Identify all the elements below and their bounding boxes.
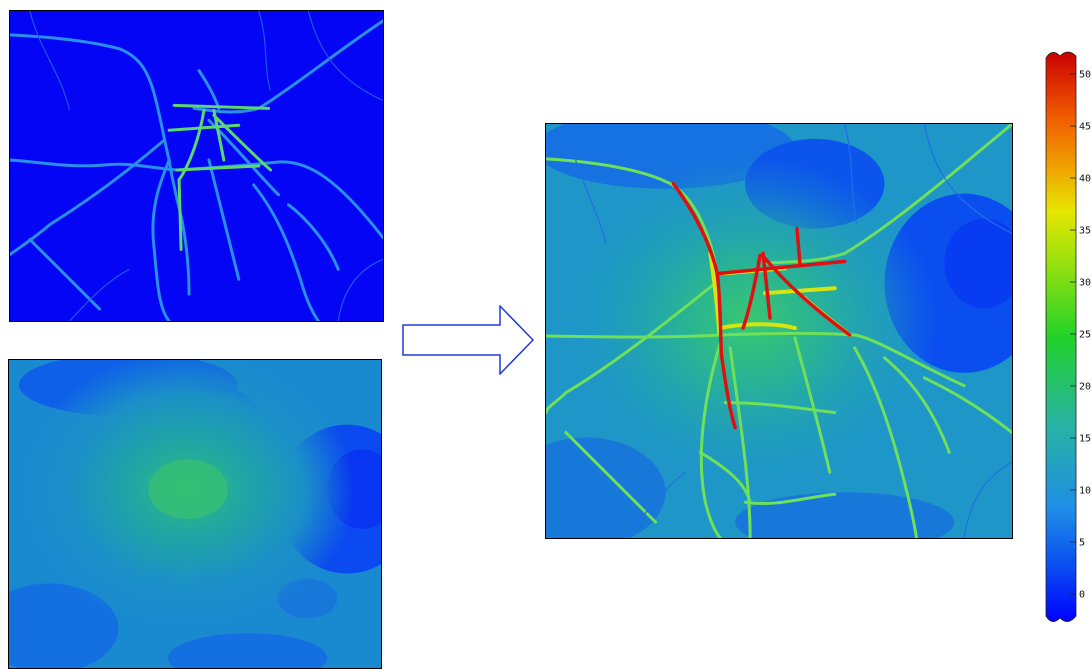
colorbar-tick-label: 25 bbox=[1079, 330, 1091, 341]
colorbar-tick-label: 30 bbox=[1079, 278, 1091, 289]
colorbar-tick-label: 20 bbox=[1079, 382, 1091, 393]
right-arrow-icon bbox=[402, 305, 534, 375]
background-concentration-map bbox=[8, 359, 382, 669]
colorbar-tick-label: 0 bbox=[1079, 590, 1085, 601]
colorbar-tick-label: 5 bbox=[1079, 538, 1085, 549]
colorbar-tick-label: 50 bbox=[1079, 70, 1091, 81]
combined-concentration-map bbox=[545, 123, 1013, 539]
colorbar-tick-label: 15 bbox=[1079, 434, 1091, 445]
colorbar-tick-label: 45 bbox=[1079, 122, 1091, 133]
colorbar-tick-label: 10 bbox=[1079, 486, 1091, 497]
colorbar-tick-label: 35 bbox=[1079, 226, 1091, 237]
roads-concentration-map bbox=[9, 10, 384, 322]
colorbar-tick-label: 40 bbox=[1079, 174, 1091, 185]
